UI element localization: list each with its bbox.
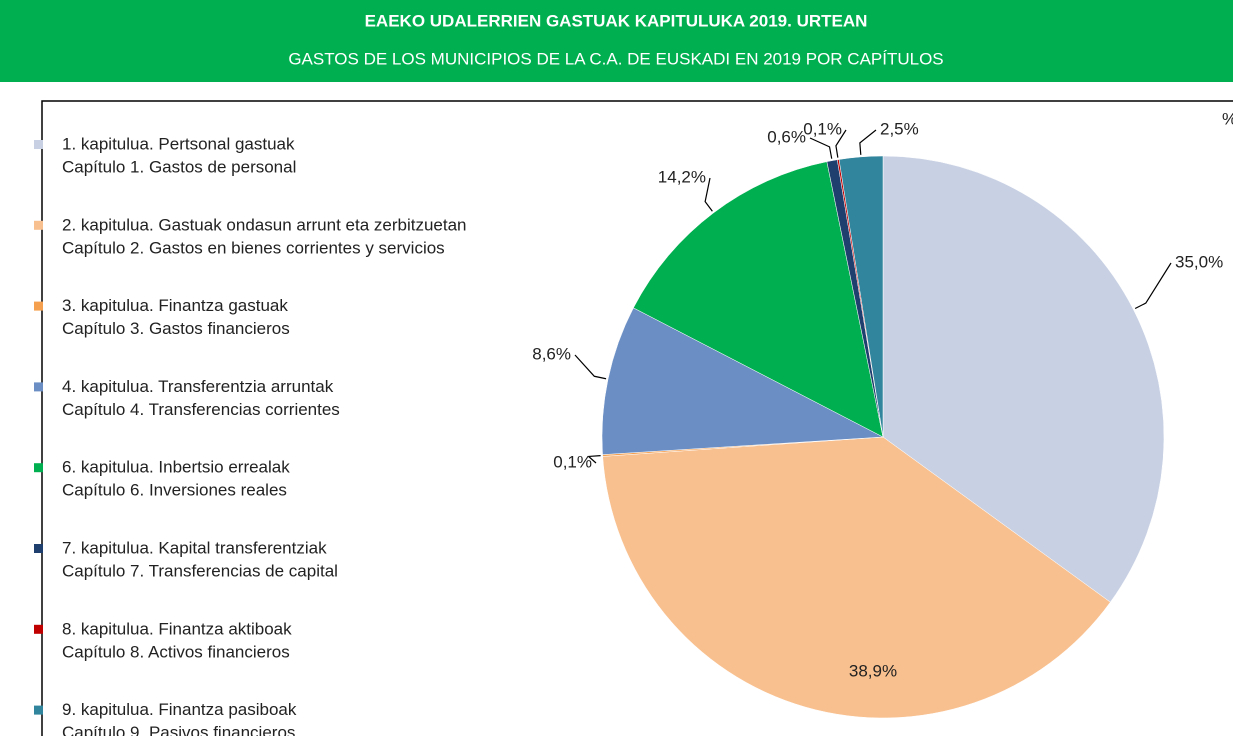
frame: [41, 100, 1233, 736]
legend-label: Capítulo 6. Inversiones reales: [62, 481, 287, 500]
leader-line: [574, 354, 607, 380]
legend-label: 2. kapitulua. Gastuak ondasun arrunt eta…: [62, 215, 466, 234]
data-label: 38,9%: [849, 661, 897, 680]
leader-line: [835, 129, 847, 158]
legend-swatch: [34, 463, 43, 473]
legend-swatch: [34, 382, 43, 392]
legend-label: 6. kapitulua. Inbertsio errealak: [62, 458, 290, 477]
legend-swatch: [34, 140, 43, 149]
legend-swatch: [34, 624, 43, 634]
data-label: 8,6%: [532, 344, 571, 363]
data-label: 14,2%: [658, 167, 706, 186]
unit-label: %: [1222, 109, 1233, 128]
data-label: 35,0%: [1175, 252, 1223, 271]
pie-slice: [882, 155, 1165, 603]
leader-line: [587, 455, 601, 464]
chart-title: EAEKO UDALERRIEN GASTUAK KAPITULUKA 2019…: [365, 11, 868, 30]
data-label: 0,6%: [767, 127, 806, 146]
legend-label: 1. kapitulua. Pertsonal gastuak: [62, 134, 295, 153]
leader-line: [704, 177, 713, 212]
leader-line: [1134, 262, 1172, 310]
legend-swatch: [34, 544, 43, 553]
legend-label: Capítulo 7. Transferencias de capital: [62, 561, 338, 580]
legend-label: Capítulo 1. Gastos de personal: [62, 157, 296, 176]
legend-swatch: [34, 705, 43, 715]
pie-slice: [633, 161, 884, 438]
legend-swatch: [34, 301, 43, 311]
legend-label: 4. kapitulua. Transferentzia arruntak: [62, 377, 334, 396]
legend-swatch: [34, 220, 43, 230]
data-label: 2,5%: [880, 119, 919, 138]
legend-label: Capítulo 9. Pasivos financieros: [62, 723, 295, 736]
chart-subtitle: GASTOS DE LOS MUNICIPIOS DE LA C.A. DE E…: [288, 49, 943, 68]
header-band: [0, 0, 1233, 82]
legend-label: 8. kapitulua. Finantza aktiboak: [62, 619, 292, 638]
leader-line: [809, 137, 833, 159]
pie-slice: [601, 307, 884, 455]
legend-label: Capítulo 3. Gastos financieros: [62, 319, 290, 338]
data-label: 0,1%: [803, 119, 842, 138]
legend-label: 3. kapitulua. Finantza gastuak: [62, 296, 288, 315]
legend-label: Capítulo 2. Gastos en bienes corrientes …: [62, 238, 445, 257]
legend-label: 7. kapitulua. Kapital transferentziak: [62, 538, 327, 557]
pie-slice: [838, 155, 884, 438]
legend-label: Capítulo 8. Activos financieros: [62, 642, 290, 661]
leader-line: [859, 129, 877, 155]
legend-label: 9. kapitulua. Finantza pasiboak: [62, 700, 297, 719]
data-label: 0,1%: [553, 452, 592, 471]
legend-label: Capítulo 4. Transferencias corrientes: [62, 400, 340, 419]
pie-slice: [602, 436, 1111, 719]
